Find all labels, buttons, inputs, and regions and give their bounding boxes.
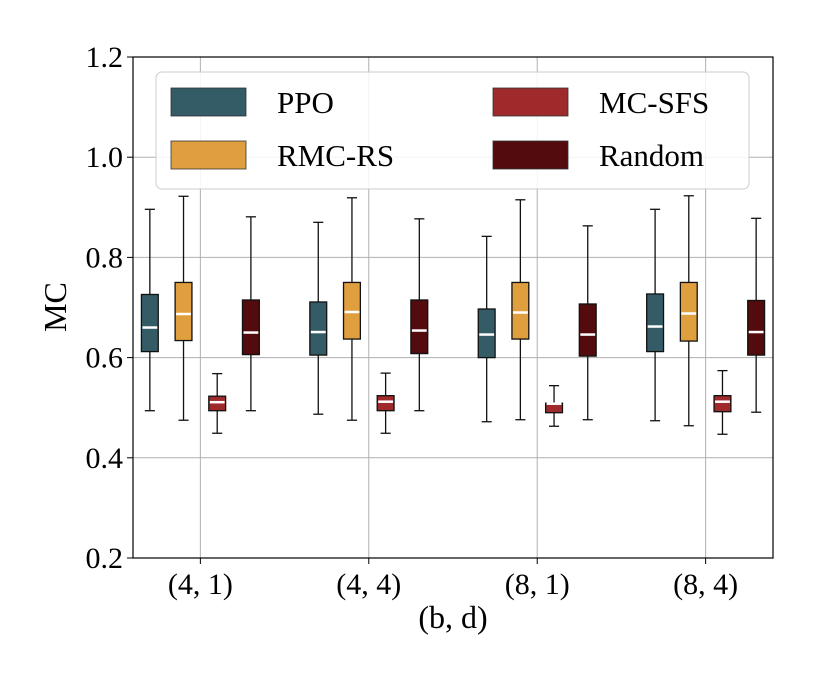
box	[410, 218, 429, 412]
y-tick-label: 0.8	[86, 241, 124, 274]
box-body	[208, 395, 227, 412]
box	[646, 208, 665, 422]
series-random	[241, 216, 766, 421]
box	[140, 208, 159, 412]
box-body	[477, 308, 496, 359]
box	[174, 195, 193, 421]
legend-swatch	[170, 87, 247, 117]
x-tick-label: (8, 1)	[505, 568, 570, 601]
y-tick-label: 0.6	[86, 342, 124, 375]
box	[544, 385, 564, 427]
y-tick-label: 1.0	[86, 141, 124, 174]
x-axis-label: (b, d)	[418, 599, 487, 635]
box-body	[241, 299, 260, 356]
series-ppo	[140, 208, 665, 423]
box	[747, 217, 766, 413]
legend-swatch	[492, 140, 569, 170]
box-body	[747, 299, 766, 356]
legend-label: Random	[599, 138, 704, 173]
box-body	[342, 281, 362, 340]
box	[376, 372, 395, 434]
series-rmc-rs	[174, 195, 698, 427]
box	[578, 225, 597, 421]
box-body	[679, 281, 698, 342]
plot-frame	[132, 56, 774, 559]
legend-swatch	[170, 140, 247, 170]
y-axis-label: MC	[37, 282, 73, 332]
box-body	[511, 281, 530, 340]
y-tick-label: 1.2	[86, 41, 124, 74]
legend-label: PPO	[277, 85, 334, 120]
x-tick-label: (8, 4)	[673, 568, 738, 601]
x-tick-label: (4, 1)	[168, 568, 233, 601]
legend: PPO RMC-RS MC-SFS Random	[155, 71, 750, 190]
box	[679, 195, 698, 427]
y-tick-label: 0.4	[86, 442, 124, 475]
box-body	[309, 301, 328, 356]
box	[477, 235, 496, 423]
box-body	[713, 395, 732, 413]
legend-label: MC-SFS	[599, 85, 709, 120]
legend-frame	[155, 71, 750, 190]
box	[511, 199, 530, 421]
box	[241, 216, 260, 412]
legend-label: RMC-RS	[277, 138, 394, 173]
box	[342, 197, 362, 421]
series-mc-sfs	[208, 369, 732, 435]
legend-swatch	[492, 87, 569, 117]
box-body	[646, 293, 665, 353]
box-body	[140, 293, 159, 353]
box-body	[410, 299, 429, 355]
y-axis-ticks: 0.2 0.4 0.6 0.8 1.0 1.2	[86, 41, 133, 575]
box	[309, 221, 328, 415]
box-body	[376, 395, 395, 412]
box-series	[140, 195, 766, 435]
box-body	[174, 281, 193, 342]
box-body	[578, 303, 597, 357]
box	[208, 372, 227, 434]
box	[713, 369, 732, 435]
y-tick-label: 0.2	[86, 542, 124, 575]
x-axis-ticks: (4, 1) (4, 4) (8, 1) (8, 4)	[168, 558, 738, 601]
x-tick-label: (4, 4)	[336, 568, 401, 601]
